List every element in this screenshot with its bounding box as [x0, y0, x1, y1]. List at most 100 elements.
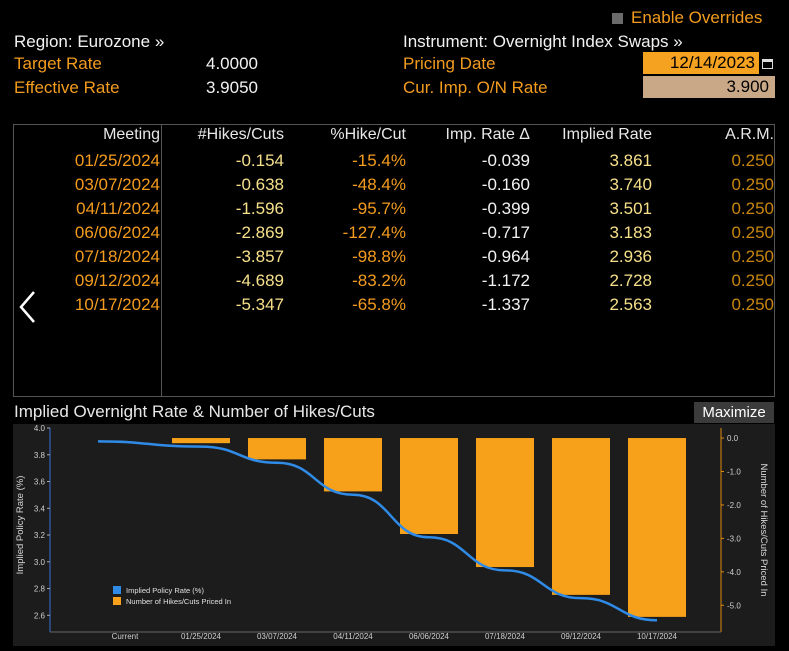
table-cell-hikes: -4.689	[236, 271, 284, 291]
table-cell-delta: -0.717	[482, 223, 530, 243]
column-header-meeting[interactable]: Meeting	[103, 126, 160, 144]
y2-tick-label: -5.0	[727, 601, 741, 610]
table-cell-meeting[interactable]: 09/12/2024	[75, 271, 160, 291]
legend-label-line: Implied Policy Rate (%)	[126, 586, 204, 595]
table-cell-meeting[interactable]: 04/11/2024	[76, 199, 160, 219]
bar-hikes-cuts	[172, 438, 230, 443]
x-tick-label: 09/12/2024	[561, 632, 602, 641]
table-cell-delta: -1.337	[482, 295, 530, 315]
enable-overrides-label: Enable Overrides	[631, 8, 762, 28]
effective-rate-label: Effective Rate	[14, 78, 120, 98]
table-cell-pct: -48.4%	[352, 175, 406, 195]
enable-overrides-toggle[interactable]: Enable Overrides	[612, 8, 762, 28]
table-cell-meeting[interactable]: 06/06/2024	[75, 223, 160, 243]
cur-imp-rate-label: Cur. Imp. O/N Rate	[403, 78, 548, 98]
table-cell-hikes: -0.154	[236, 151, 284, 171]
table-cell-delta: -1.172	[482, 271, 530, 291]
pricing-date-label: Pricing Date	[403, 54, 496, 74]
x-tick-label: 07/18/2024	[485, 632, 526, 641]
y2-tick-label: 0.0	[727, 434, 739, 443]
table-cell-pct: -65.8%	[352, 295, 406, 315]
target-rate-value: 4.0000	[206, 54, 258, 74]
bar-hikes-cuts	[400, 438, 458, 534]
pricing-date-field[interactable]: 12/14/2023	[643, 52, 775, 74]
y-axis-label: Implied Policy Rate (%)	[15, 476, 26, 575]
effective-rate-value: 3.9050	[206, 78, 258, 98]
maximize-button[interactable]: Maximize	[694, 402, 774, 423]
table-cell-meeting[interactable]: 10/17/2024	[75, 295, 160, 315]
x-tick-label: 10/17/2024	[637, 632, 678, 641]
instrument-selector[interactable]: Instrument: Overnight Index Swaps »	[403, 32, 683, 52]
column-header-delta[interactable]: Imp. Rate Δ	[446, 126, 531, 144]
y2-tick-label: -1.0	[727, 467, 741, 476]
y-tick-label: 3.6	[34, 478, 46, 487]
table-cell-implied: 2.563	[609, 295, 652, 315]
calendar-icon[interactable]	[759, 52, 775, 74]
cur-imp-rate-input[interactable]: 3.900	[643, 76, 775, 98]
table-cell-delta: -0.399	[482, 199, 530, 219]
pricing-date-input[interactable]: 12/14/2023	[643, 52, 759, 74]
x-tick-label: 01/25/2024	[181, 632, 222, 641]
legend-swatch-bar	[113, 597, 121, 605]
y-tick-label: 3.0	[34, 558, 46, 567]
table-cell-hikes: -1.596	[236, 199, 284, 219]
enable-overrides-checkbox[interactable]	[612, 13, 623, 24]
table-cell-delta: -0.039	[482, 151, 530, 171]
table-cell-meeting[interactable]: 07/18/2024	[75, 247, 160, 267]
column-header-implied[interactable]: Implied Rate	[562, 126, 652, 144]
table-cell-meeting[interactable]: 03/07/2024	[75, 175, 160, 195]
x-tick-label: 03/07/2024	[257, 632, 298, 641]
table-cell-pct: -95.7%	[352, 199, 406, 219]
y-tick-label: 3.8	[34, 451, 46, 460]
table-cell-arm: 0.250	[731, 199, 774, 219]
chevron-left-icon[interactable]	[18, 290, 38, 329]
table-cell-arm: 0.250	[731, 247, 774, 267]
table-cell-delta: -0.964	[482, 247, 530, 267]
column-header-hikes[interactable]: #Hikes/Cuts	[198, 126, 284, 144]
table-cell-implied: 2.936	[609, 247, 652, 267]
column-divider	[161, 124, 162, 397]
bar-hikes-cuts	[628, 438, 686, 617]
column-header-pct[interactable]: %Hike/Cut	[330, 126, 406, 144]
table-cell-hikes: -2.869	[236, 223, 284, 243]
column-header-arm[interactable]: A.R.M.	[725, 126, 774, 144]
table-cell-implied: 2.728	[609, 271, 652, 291]
y-tick-label: 4.0	[34, 424, 46, 433]
table-cell-pct: -98.8%	[352, 247, 406, 267]
bar-hikes-cuts	[552, 438, 610, 595]
table-cell-arm: 0.250	[731, 295, 774, 315]
table-cell-delta: -0.160	[482, 175, 530, 195]
rates-chart: 2.62.83.03.23.43.63.84.00.0-1.0-2.0-3.0-…	[13, 424, 775, 646]
legend-swatch-line	[113, 586, 121, 594]
table-cell-implied: 3.501	[609, 199, 652, 219]
target-rate-label: Target Rate	[14, 54, 102, 74]
region-selector[interactable]: Region: Eurozone »	[14, 32, 164, 52]
x-tick-label: 04/11/2024	[333, 632, 373, 641]
bar-hikes-cuts	[248, 438, 306, 459]
table-cell-arm: 0.250	[731, 271, 774, 291]
table-cell-pct: -15.4%	[352, 151, 406, 171]
chart-title: Implied Overnight Rate & Number of Hikes…	[14, 402, 375, 422]
legend-label-bar: Number of Hikes/Cuts Priced In	[126, 597, 231, 606]
table-cell-hikes: -5.347	[236, 295, 284, 315]
table-cell-pct: -127.4%	[343, 223, 406, 243]
bar-hikes-cuts	[476, 438, 534, 567]
table-cell-arm: 0.250	[731, 175, 774, 195]
y-tick-label: 2.6	[34, 611, 46, 620]
y-tick-label: 3.2	[34, 531, 46, 540]
table-cell-hikes: -0.638	[236, 175, 284, 195]
table-cell-implied: 3.183	[609, 223, 652, 243]
bar-hikes-cuts	[324, 438, 382, 491]
y2-tick-label: -3.0	[727, 534, 741, 543]
table-cell-implied: 3.740	[609, 175, 652, 195]
table-cell-arm: 0.250	[731, 151, 774, 171]
y-tick-label: 2.8	[34, 585, 46, 594]
table-cell-meeting[interactable]: 01/25/2024	[75, 151, 160, 171]
y-tick-label: 3.4	[34, 504, 46, 513]
x-tick-label: 06/06/2024	[409, 632, 450, 641]
y2-tick-label: -4.0	[727, 568, 741, 577]
table-cell-hikes: -3.857	[236, 247, 284, 267]
x-tick-label: Current	[112, 632, 139, 641]
table-cell-arm: 0.250	[731, 223, 774, 243]
